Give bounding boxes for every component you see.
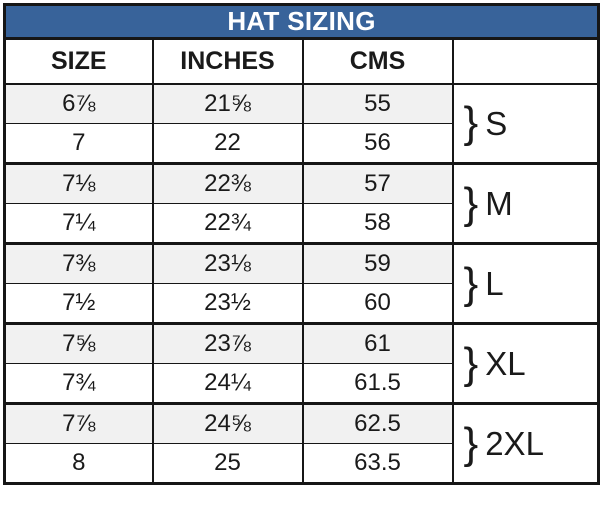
table-row: 7¼ 22¾ 58: [3, 203, 599, 245]
size-cell: 7½: [3, 283, 154, 325]
size-column-header: SIZE: [3, 37, 154, 85]
size-cell: 7⅜: [3, 243, 154, 284]
inches-cell: 24¼: [151, 363, 304, 405]
brace-glyph: }: [463, 178, 479, 228]
cms-cell: 60: [301, 283, 454, 325]
brace-glyph: }: [463, 338, 479, 388]
group-cell-xl: } XL: [451, 323, 600, 405]
inches-cell: 22¾: [151, 203, 304, 245]
group-cell-l: } L: [451, 243, 600, 325]
table-row: 7¾ 24¼ 61.5: [3, 363, 599, 405]
cms-cell: 63.5: [301, 443, 454, 485]
group-size-label: 2XL: [485, 425, 544, 462]
size-cell: 7¾: [3, 363, 154, 405]
cms-cell: 61: [301, 323, 454, 364]
inches-cell: 24⅝: [151, 403, 304, 444]
inches-cell: 23½: [151, 283, 304, 325]
size-cell: 6⅞: [3, 83, 154, 124]
size-cell: 7⅝: [3, 323, 154, 364]
cms-cell: 55: [301, 83, 454, 124]
size-cell: 7¼: [3, 203, 154, 245]
table-row: 7⅛ 22⅜ 57 } M: [3, 163, 600, 245]
cms-column-header: CMS: [301, 37, 454, 85]
group-cell-2xl: } 2XL: [451, 403, 600, 485]
table-row: 7⅜ 23⅛ 59 } L: [3, 243, 600, 325]
brace-glyph: }: [463, 418, 479, 468]
group-size-label: XL: [485, 345, 526, 382]
inches-cell: 25: [151, 443, 304, 485]
inches-cell: 22⅜: [151, 163, 304, 204]
brace-glyph: }: [463, 258, 479, 308]
group-size-label: M: [485, 185, 513, 222]
inches-cell: 21⅝: [151, 83, 304, 124]
size-cell: 7⅞: [3, 403, 154, 444]
size-cell: 8: [3, 443, 154, 485]
cms-cell: 57: [301, 163, 454, 204]
inches-cell: 23⅛: [151, 243, 304, 284]
inches-column-header: INCHES: [151, 37, 304, 85]
cms-cell: 59: [301, 243, 454, 284]
table-row: 6⅞ 21⅝ 55 } S: [3, 83, 600, 165]
table-row: 7 22 56: [3, 123, 599, 165]
table-row: 7⅝ 23⅞ 61 } XL: [3, 323, 600, 405]
group-cell-m: } M: [451, 163, 600, 245]
table-row: 8 25 63.5: [3, 443, 599, 485]
cms-cell: 61.5: [301, 363, 454, 405]
table-title: HAT SIZING: [4, 4, 599, 40]
table-row: 7⅞ 24⅝ 62.5 } 2XL: [3, 403, 600, 485]
size-cell: 7⅛: [3, 163, 154, 204]
group-size-label: S: [485, 104, 508, 142]
column-header-row: SIZE INCHES CMS: [3, 37, 600, 85]
brace-glyph: }: [463, 98, 479, 148]
group-cell-s: } S: [451, 83, 600, 165]
size-cell: 7: [3, 123, 154, 165]
table-row: 7½ 23½ 60: [3, 283, 599, 325]
cms-cell: 58: [301, 203, 454, 245]
cms-cell: 62.5: [301, 403, 454, 444]
inches-cell: 23⅞: [151, 323, 304, 364]
inches-cell: 22: [151, 123, 304, 165]
cms-cell: 56: [301, 123, 454, 165]
group-column-header: [451, 37, 600, 85]
hat-sizing-table: HAT SIZING SIZE INCHES CMS 6⅞ 21⅝ 55 } S …: [3, 3, 600, 485]
group-size-label: L: [485, 265, 504, 302]
title-bar: HAT SIZING: [4, 4, 599, 40]
